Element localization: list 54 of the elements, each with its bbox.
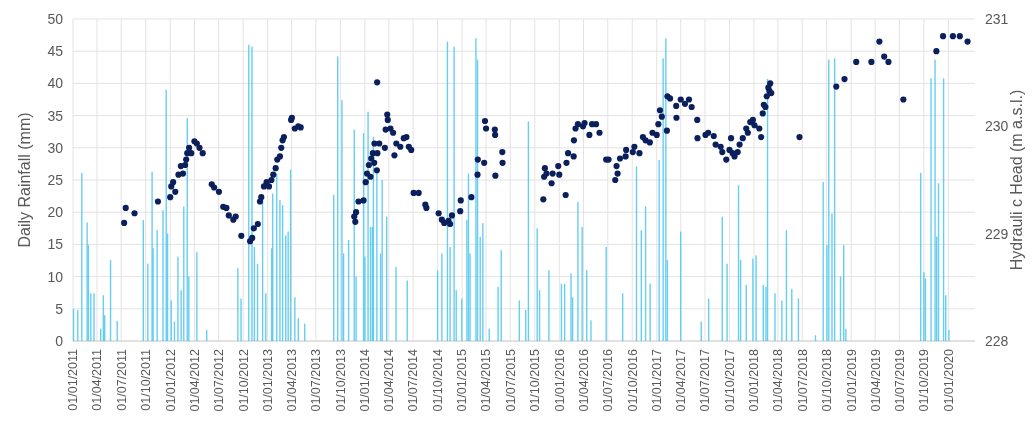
y-tick-label: 5 xyxy=(55,300,64,317)
y-tick-label: 15 xyxy=(47,236,64,253)
x-tick-label: 01/04/2019 xyxy=(868,348,883,412)
x-tick-label: 01/07/2014 xyxy=(406,348,421,412)
y2-tick-label: 230 xyxy=(985,118,1009,135)
x-tick-label: 01/01/2013 xyxy=(261,348,276,412)
x-tick-label: 01/07/2017 xyxy=(698,348,713,412)
y2-tick-label: 229 xyxy=(985,225,1009,242)
y-axis-title: Daily Rainfall (mm) xyxy=(16,112,33,248)
y-tick-label: 35 xyxy=(47,107,64,124)
y-tick-label: 50 xyxy=(47,10,64,27)
x-tick-label: 01/07/2019 xyxy=(892,348,907,412)
x-tick-label: 01/10/2017 xyxy=(722,348,737,412)
y2-tick-label: 231 xyxy=(985,10,1009,27)
x-tick-label: 01/01/2016 xyxy=(552,348,567,412)
y-tick-label: 0 xyxy=(55,332,64,349)
x-tick-label: 01/01/2011 xyxy=(66,348,81,411)
x-tick-label: 01/01/2017 xyxy=(650,348,665,412)
x-tick-label: 01/07/2013 xyxy=(309,348,324,412)
x-tick-label: 01/10/2013 xyxy=(333,348,348,412)
y-tick-label: 30 xyxy=(47,139,64,156)
y-tick-label: 10 xyxy=(47,268,64,285)
x-tick-label: 01/01/2014 xyxy=(358,348,373,412)
x-tick-label: 01/01/2012 xyxy=(163,348,178,412)
y-tick-label: 45 xyxy=(47,43,64,60)
x-tick-label: 01/10/2012 xyxy=(236,348,251,412)
y-tick-label: 25 xyxy=(47,171,64,188)
x-tick-label: 01/04/2016 xyxy=(576,348,591,412)
x-tick-label: 01/10/2014 xyxy=(430,348,445,412)
x-tick-label: 01/10/2016 xyxy=(625,348,640,412)
x-tick-label: 01/01/2019 xyxy=(844,348,859,412)
x-tick-label: 01/07/2018 xyxy=(795,348,810,412)
x-tick-label: 01/10/2011 xyxy=(139,348,154,411)
x-tick-label: 01/04/2013 xyxy=(285,348,300,412)
x-tick-label: 01/01/2018 xyxy=(747,348,762,412)
x-tick-label: 01/07/2016 xyxy=(601,348,616,412)
x-tick-label: 01/04/2018 xyxy=(771,348,786,412)
x-tick-label: 01/04/2014 xyxy=(382,348,397,412)
x-tick-label: 01/07/2012 xyxy=(212,348,227,412)
x-tick-label: 01/01/2020 xyxy=(941,348,956,412)
x-tick-label: 01/10/2019 xyxy=(917,348,932,412)
x-tick-label: 01/04/2012 xyxy=(187,348,202,412)
x-tick-label: 01/04/2015 xyxy=(479,348,494,412)
x-tick-label: 01/10/2018 xyxy=(820,348,835,412)
y2-axis-title: Hydrauli c Head (m a.s.l.) xyxy=(1008,89,1025,271)
y-tick-label: 40 xyxy=(47,75,64,92)
x-tick-label: 01/04/2011 xyxy=(90,348,105,411)
y-tick-label: 20 xyxy=(47,204,64,221)
y2-tick-label: 228 xyxy=(985,332,1009,349)
x-tick-label: 01/07/2015 xyxy=(503,348,518,412)
x-tick-label: 01/04/2017 xyxy=(674,348,689,412)
x-tick-label: 01/01/2015 xyxy=(455,348,470,412)
x-tick-label: 01/10/2015 xyxy=(528,348,543,412)
x-tick-label: 01/07/2011 xyxy=(114,348,129,411)
